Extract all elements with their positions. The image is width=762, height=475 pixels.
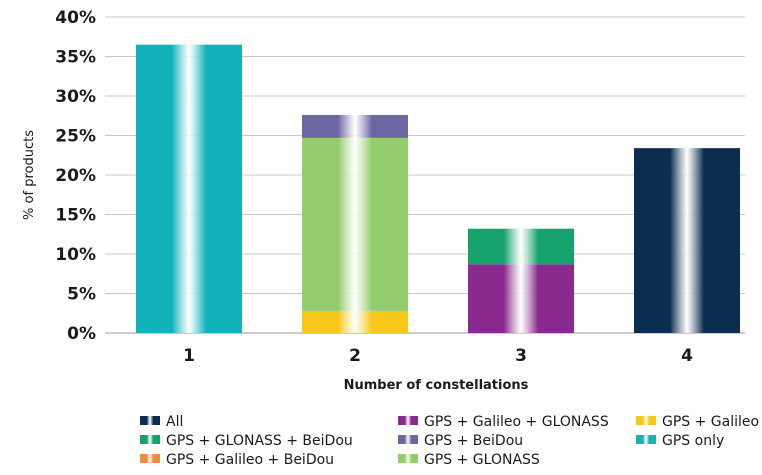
legend-label: GPS + Galileo + GLONASS <box>424 414 609 430</box>
y-tick-label: 10% <box>55 245 96 265</box>
legend-swatch <box>140 435 160 444</box>
legend: All GPS + GLONASS + BeiDou GPS + Galileo +… <box>140 414 759 468</box>
legend-swatch <box>398 435 418 444</box>
y-tick-labels: 0% 5% 10% 15% 20% 25% 30% 35% 40% <box>55 8 96 344</box>
legend-label: GPS + Galileo + BeiDou <box>166 452 334 468</box>
x-tick-labels: 1 2 3 4 <box>183 346 693 366</box>
legend-label: GPS + GLONASS + BeiDou <box>166 433 353 449</box>
bar-2-gps-plus-galileo <box>302 310 408 333</box>
bar-2-gps-plus-beidou <box>302 114 408 138</box>
legend-swatch <box>636 435 656 444</box>
y-axis-label: % of products <box>22 130 37 220</box>
legend-label: All <box>166 414 183 430</box>
legend-item-gps-only: GPS only <box>636 433 724 449</box>
legend-swatch <box>140 416 160 425</box>
legend-item-gps-plus-galileo-plus-glonass: GPS + Galileo + GLONASS <box>398 414 609 430</box>
y-tick-label: 5% <box>67 285 96 305</box>
legend-item-gps-plus-glonass: GPS + GLONASS <box>398 452 540 468</box>
y-tick-label: 35% <box>55 48 96 68</box>
legend-swatch <box>636 416 656 425</box>
y-tick-label: 15% <box>55 206 96 226</box>
y-tick-label: 25% <box>55 127 96 147</box>
legend-item-gps-plus-galileo: GPS + Galileo <box>636 414 759 430</box>
legend-label: GPS + GLONASS <box>424 452 540 468</box>
legend-item-gps-plus-beidou: GPS + BeiDou <box>398 433 523 449</box>
legend-swatch <box>140 454 160 463</box>
legend-label: GPS + BeiDou <box>424 433 523 449</box>
bar-1-gps-only <box>136 44 242 334</box>
y-tick-label: 0% <box>67 324 96 344</box>
x-axis-label: Number of constellations <box>344 378 529 393</box>
legend-label: GPS + Galileo <box>662 414 759 430</box>
y-tick-label: 30% <box>55 87 96 107</box>
y-tick-label: 40% <box>55 8 96 28</box>
x-tick-label: 1 <box>183 346 195 366</box>
legend-item-gps-plus-galileo-plus-beidou: GPS + Galileo + BeiDou <box>140 452 334 468</box>
x-tick-label: 4 <box>681 346 693 366</box>
legend-swatch <box>398 416 418 425</box>
bar-4-all <box>634 148 740 333</box>
bar-2-gps-plus-glonass <box>302 137 408 311</box>
legend-label: GPS only <box>662 433 724 449</box>
x-tick-label: 3 <box>515 346 527 366</box>
bar-3-gps-plus-glonass-plus-beidou <box>468 228 574 265</box>
legend-item-gps-plus-glonass-plus-beidou: GPS + GLONASS + BeiDou <box>140 433 353 449</box>
legend-swatch <box>398 454 418 463</box>
y-tick-label: 20% <box>55 166 96 186</box>
bars <box>136 44 740 334</box>
bar-3-gps-plus-galileo-plus-glonass <box>468 264 574 333</box>
legend-item-all: All <box>140 414 183 430</box>
x-tick-label: 2 <box>349 346 361 366</box>
